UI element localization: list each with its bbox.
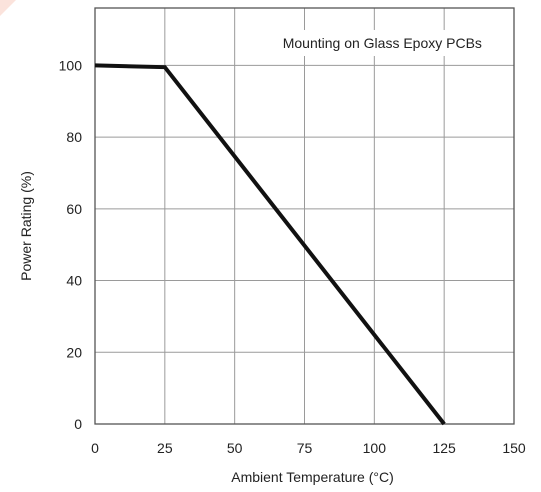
x-tick-label: 75	[297, 440, 313, 456]
y-tick-label: 40	[66, 273, 82, 289]
annotation-background	[244, 30, 510, 56]
x-tick-label: 50	[227, 440, 243, 456]
y-tick-label: 60	[66, 201, 82, 217]
x-tick-label: 100	[363, 440, 387, 456]
grid	[95, 8, 514, 424]
y-axis-title: Power Rating (%)	[18, 171, 34, 281]
x-tick-label: 25	[157, 440, 173, 456]
x-tick-label: 150	[502, 440, 526, 456]
plot-frame	[94, 7, 515, 425]
y-tick-label: 100	[59, 57, 83, 73]
x-axis-title: Ambient Temperature (°C)	[231, 469, 394, 485]
x-axis-ticks: 0 25 50 75 100 125 150	[91, 440, 526, 456]
x-tick-label: 125	[432, 440, 456, 456]
y-axis-ticks: 0 20 40 60 80 100	[59, 57, 83, 432]
corner-accent	[0, 0, 16, 16]
y-tick-label: 80	[66, 129, 82, 145]
y-tick-label: 0	[74, 416, 82, 432]
annotation-label: Mounting on Glass Epoxy PCBs	[283, 35, 482, 51]
series-group	[94, 63, 446, 426]
series-line	[94, 63, 446, 426]
x-tick-label: 0	[91, 440, 99, 456]
y-tick-label: 20	[66, 344, 82, 360]
